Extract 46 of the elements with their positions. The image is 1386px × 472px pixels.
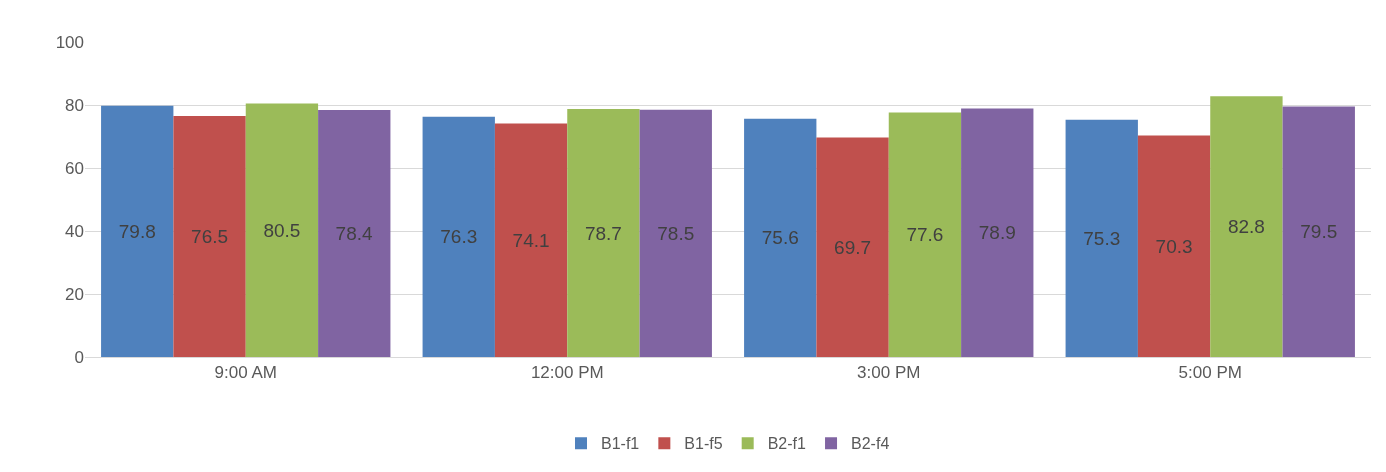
data-label: 75.3	[1083, 227, 1121, 249]
bar	[816, 137, 889, 357]
data-label: 76.5	[191, 226, 229, 248]
data-label: 70.3	[1155, 235, 1193, 257]
bar	[494, 123, 568, 357]
data-label: 78.7	[584, 222, 622, 244]
bar	[101, 105, 174, 357]
x-tick-label: 5:00 PM	[1178, 363, 1242, 383]
data-label: 79.5	[1300, 221, 1338, 243]
data-label: 78.5	[657, 222, 695, 244]
y-tick-label: 80	[65, 95, 84, 115]
data-label: 75.6	[761, 227, 799, 249]
data-label: 69.7	[834, 236, 872, 258]
data-label: 80.5	[263, 219, 301, 241]
data-label: 82.8	[1227, 216, 1265, 238]
y-tick-label: 100	[55, 32, 84, 52]
data-label: 76.3	[440, 226, 478, 248]
bar	[422, 116, 495, 357]
bar	[888, 112, 962, 357]
bar	[1137, 135, 1211, 357]
data-label: 78.4	[335, 223, 373, 245]
legend-label: B2-f4	[851, 435, 890, 453]
data-label: 77.6	[906, 224, 944, 246]
x-tick-label: 3:00 PM	[857, 363, 921, 383]
bar	[961, 108, 1034, 357]
x-tick-label: 12:00 PM	[530, 363, 604, 383]
bar	[567, 109, 640, 357]
data-label: 74.1	[512, 229, 550, 251]
y-tick-label: 0	[74, 347, 84, 367]
legend-label: B1-f1	[601, 435, 640, 453]
data-label: 79.8	[118, 220, 156, 242]
bar	[318, 110, 391, 357]
y-tick-label: 40	[65, 221, 84, 241]
bar	[1065, 119, 1138, 357]
data-label: 78.9	[978, 222, 1016, 244]
bar	[744, 118, 817, 357]
bar	[639, 109, 712, 357]
bar	[1282, 106, 1355, 357]
bar	[1210, 96, 1283, 357]
bar	[245, 103, 319, 357]
y-tick-label: 20	[65, 284, 84, 304]
legend-label: B1-f5	[684, 435, 723, 453]
y-tick-label: 60	[65, 158, 84, 178]
x-tick-label: 9:00 AM	[214, 363, 277, 383]
legend-label: B2-f1	[767, 435, 807, 453]
bar	[173, 116, 246, 357]
